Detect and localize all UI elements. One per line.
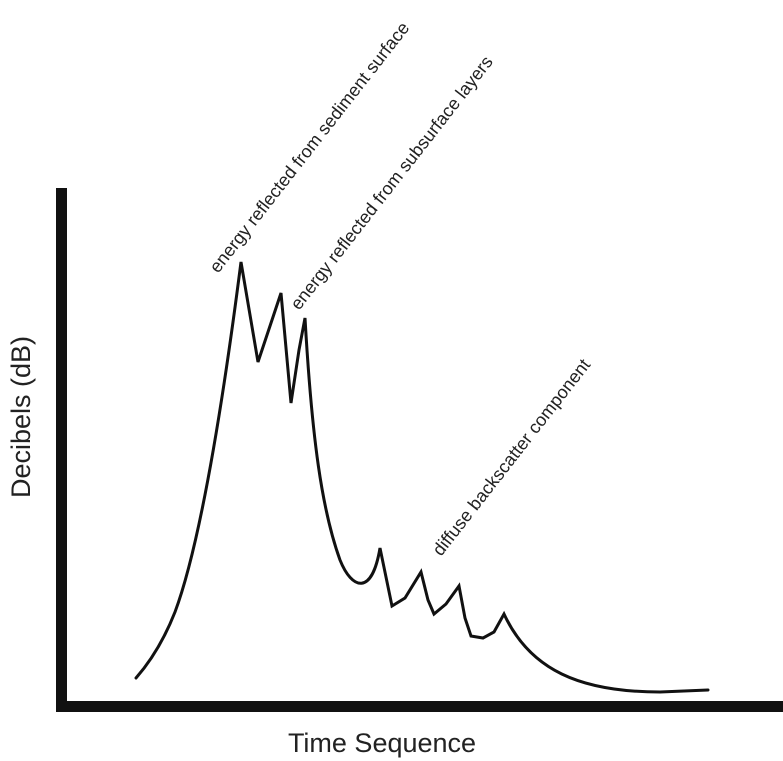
y-axis — [56, 188, 67, 712]
x-axis — [56, 701, 783, 712]
signal-curve — [134, 261, 710, 694]
annotation-sediment-surface: energy reflected from sediment surface — [205, 18, 413, 276]
annotation-diffuse-backscatter: diffuse backscatter component — [428, 355, 594, 559]
y-axis-label: Decibels (dB) — [6, 336, 36, 498]
annotation-subsurface-layers: energy reflected from subsurface layers — [286, 52, 496, 313]
x-axis-label: Time Sequence — [288, 728, 476, 758]
